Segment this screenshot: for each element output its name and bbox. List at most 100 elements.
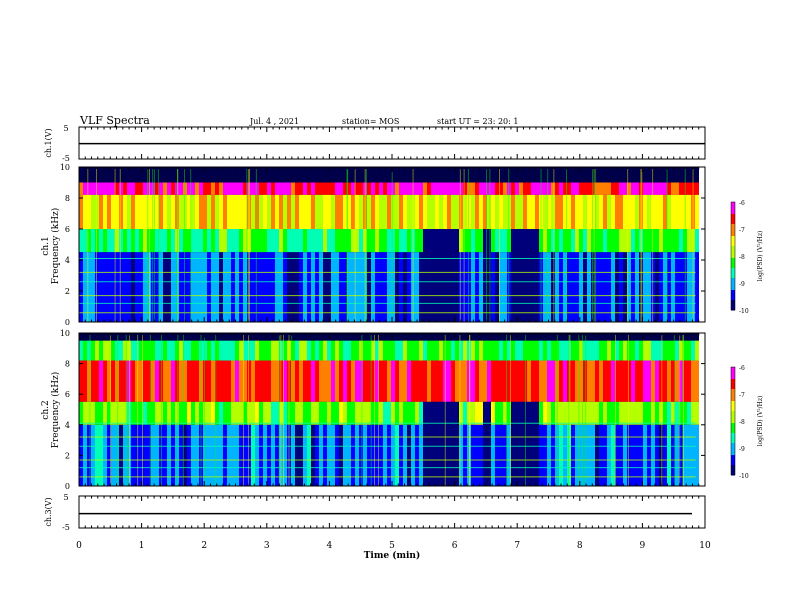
spectrogram-cell <box>419 252 423 322</box>
spectrogram-cell <box>83 424 87 486</box>
spectrogram-cell <box>307 360 311 402</box>
spectrogram-cell <box>303 182 307 195</box>
spectrogram-cell <box>583 229 587 253</box>
spectrogram-cell <box>539 360 543 402</box>
spectrogram-cell <box>403 401 407 425</box>
spectrogram-cell <box>367 340 371 361</box>
spectrogram-cell <box>431 424 435 486</box>
colorbar-cell <box>731 393 735 396</box>
spectrogram-cell <box>667 252 671 322</box>
colorbar-cell <box>731 463 735 466</box>
spectrogram-cell <box>271 182 275 195</box>
spectrogram-cell <box>171 340 175 361</box>
spectrogram-cell <box>543 360 547 402</box>
spectrogram-cell <box>455 229 459 253</box>
spectrogram-cell <box>655 182 659 195</box>
spectrogram-cell <box>459 252 463 322</box>
spectrogram-cell <box>419 340 423 361</box>
spectrogram-cell <box>655 252 659 322</box>
spectrogram-cell <box>519 194 523 229</box>
spectrogram-cell <box>251 252 255 322</box>
spectrogram-cell <box>235 194 239 229</box>
spectrogram-cell <box>635 229 639 253</box>
spectrogram-cell <box>439 401 443 425</box>
spectrogram-cell <box>119 229 123 253</box>
spectrogram-cell <box>207 229 211 253</box>
spectrogram-cell <box>451 360 455 402</box>
colorbar-cell <box>731 409 735 412</box>
spectrogram-cell <box>683 401 687 425</box>
spectrogram-cell <box>623 360 627 402</box>
spectrogram-cell <box>399 360 403 402</box>
spectrogram-cell <box>135 401 139 425</box>
spectrogram-cell <box>303 194 307 229</box>
colorbar-cell <box>731 252 735 255</box>
spectrogram-cell <box>479 182 483 195</box>
colorbar-cell <box>731 407 735 410</box>
spectrogram-cell <box>387 194 391 229</box>
colorbar-cell <box>731 469 735 472</box>
spectrogram-cell <box>591 340 595 361</box>
spectrogram-cell <box>515 401 519 425</box>
spectrogram-cell <box>407 252 411 322</box>
spectrogram-cell <box>619 229 623 253</box>
spectrogram-cell <box>235 424 239 486</box>
spectrogram-cell <box>295 194 299 229</box>
colorbar-cell <box>731 240 735 243</box>
spectrogram-cell <box>575 401 579 425</box>
spectrogram-cell <box>291 340 295 361</box>
spectrogram-cell <box>175 340 179 361</box>
spectrogram-cell <box>607 360 611 402</box>
spectrogram-cell <box>499 182 503 195</box>
spectrogram-cell <box>563 340 567 361</box>
spectrogram-cell <box>183 424 187 486</box>
spectrogram-cell <box>183 229 187 253</box>
spectrogram-cell <box>243 229 247 253</box>
spectrogram-cell <box>83 360 87 402</box>
spectrogram-cell <box>487 401 491 425</box>
spectrogram-cell <box>227 340 231 361</box>
spectrogram-cell <box>239 340 243 361</box>
spectrogram-cell <box>547 194 551 229</box>
spectrogram-cell <box>323 182 327 195</box>
spectrogram-cell <box>311 424 315 486</box>
spectrogram-cell <box>595 229 599 253</box>
spectrogram-cell <box>107 424 111 486</box>
spectrogram-cell <box>131 252 135 322</box>
spectrogram-cell <box>563 252 567 322</box>
spectrogram-cell <box>127 194 131 229</box>
spectrogram-cell <box>115 182 119 195</box>
spectrogram-cell <box>183 340 187 361</box>
spectrogram-cell <box>611 401 615 425</box>
spectrogram-cell <box>251 401 255 425</box>
spectrogram-cell <box>515 340 519 361</box>
spectrogram-cell <box>675 194 679 229</box>
spectrogram-cell <box>471 424 475 486</box>
spectrogram-cell <box>239 252 243 322</box>
colorbar-cell <box>731 441 735 444</box>
spectrogram-cell <box>143 424 147 486</box>
spectrogram-cell <box>591 424 595 486</box>
start-ut-label: start UT = 23: 20: 1 <box>437 117 518 126</box>
spectrogram-cell <box>331 401 335 425</box>
spectrogram-cell <box>519 182 523 195</box>
colorbar-tick-label: -6 <box>739 365 745 372</box>
spectrogram-cell <box>595 340 599 361</box>
spectrogram-cell <box>687 182 691 195</box>
spectrogram-cell <box>155 424 159 486</box>
spectrogram-cell <box>319 252 323 322</box>
spectrogram-cell <box>363 360 367 402</box>
ytick-label: 0 <box>65 482 70 491</box>
spectrogram-cell <box>127 424 131 486</box>
spectrogram-cell <box>135 229 139 253</box>
spectrogram-cell <box>239 360 243 402</box>
spectrogram-cell <box>511 194 515 229</box>
spectrogram-cell <box>463 424 467 486</box>
spectrogram-cell <box>175 252 179 322</box>
spectrogram-cell <box>491 401 495 425</box>
spectrogram-cell <box>439 182 443 195</box>
spectrogram-cell <box>155 182 159 195</box>
spectrogram-cell <box>651 401 655 425</box>
spectrogram-cell <box>99 252 103 322</box>
spectrogram-cell <box>475 229 479 253</box>
